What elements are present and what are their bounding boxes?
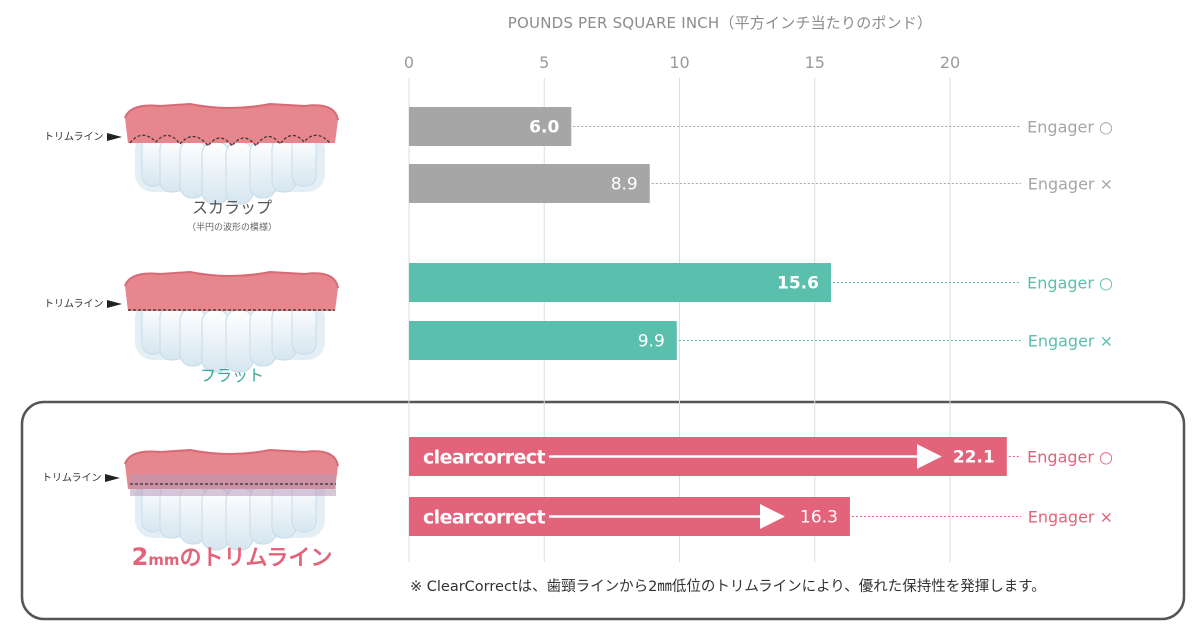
bar-value-label: 9.9 bbox=[638, 332, 665, 352]
trim-arrow-icon bbox=[105, 474, 120, 482]
bar-value-label: 6.0 bbox=[529, 118, 559, 138]
engager-label: Engager ○ bbox=[1027, 118, 1113, 137]
trim-label-flat: トリムライン bbox=[44, 298, 122, 310]
bar-value-label: 22.1 bbox=[953, 448, 995, 468]
clearcorrect-logo: clearcorrect bbox=[423, 507, 545, 529]
trim-arrow-icon bbox=[107, 133, 122, 141]
trim-arrow-icon bbox=[107, 300, 122, 308]
bar-value-label: 15.6 bbox=[777, 274, 819, 294]
tick-label-15: 15 bbox=[805, 53, 825, 72]
flat-dental-illustration bbox=[124, 271, 339, 373]
engager-label: Engager ○ bbox=[1027, 448, 1113, 467]
trim-label-text: トリムライン bbox=[42, 472, 102, 484]
footnote: ※ ClearCorrectは、歯頸ラインから2㎜低位のトリムラインにより、優れ… bbox=[410, 578, 1046, 595]
bar-0-0 bbox=[409, 107, 572, 146]
axis-title: POUNDS PER SQUARE INCH（平方インチ当たりのポンド） bbox=[508, 14, 932, 32]
bar-value-label: 16.3 bbox=[800, 508, 838, 528]
tick-labels: 0 5 10 15 20 bbox=[404, 53, 960, 72]
group-caption-scallop: スカラップ bbox=[192, 198, 272, 217]
group-caption-2mm: 2mmのトリムライン bbox=[132, 543, 333, 571]
clearcorrect-logo: clearcorrect bbox=[423, 447, 545, 469]
bar-0-1 bbox=[409, 164, 650, 203]
group-subcaption-scallop: （半円の波形の模様） bbox=[187, 221, 277, 233]
tick-label-20: 20 bbox=[940, 53, 960, 72]
trim-label-text: トリムライン bbox=[44, 131, 104, 143]
tick-label-0: 0 bbox=[404, 53, 414, 72]
trim-2mm-dental-illustration bbox=[124, 449, 339, 551]
trim-label-scallop: トリムライン bbox=[44, 131, 122, 143]
bars: 6.0 Engager ○ 8.9 Engager × 15.6 Engager ○ 9.9… bbox=[409, 107, 1113, 536]
bar-1-1 bbox=[409, 321, 677, 360]
engager-label: Engager ○ bbox=[1027, 274, 1113, 293]
scallop-dental-illustration bbox=[124, 103, 339, 205]
grid-lines bbox=[408, 78, 951, 562]
highlight-frame bbox=[20, 400, 1186, 621]
caption-rest: のトリムライン bbox=[180, 546, 333, 571]
tick-label-5: 5 bbox=[539, 53, 549, 72]
tick-label-10: 10 bbox=[669, 53, 689, 72]
bar-1-0 bbox=[409, 263, 831, 302]
bar-value-label: 8.9 bbox=[611, 175, 638, 195]
group-caption-flat: フラット bbox=[200, 366, 264, 385]
caption-unit: mm bbox=[148, 551, 179, 569]
engager-label: Engager × bbox=[1028, 508, 1113, 527]
trim-label-2mm: トリムライン bbox=[42, 472, 120, 484]
engager-label: Engager × bbox=[1028, 332, 1113, 351]
trim-label-text: トリムライン bbox=[44, 298, 104, 310]
engager-label: Engager × bbox=[1028, 175, 1113, 194]
caption-number: 2 bbox=[132, 543, 149, 571]
